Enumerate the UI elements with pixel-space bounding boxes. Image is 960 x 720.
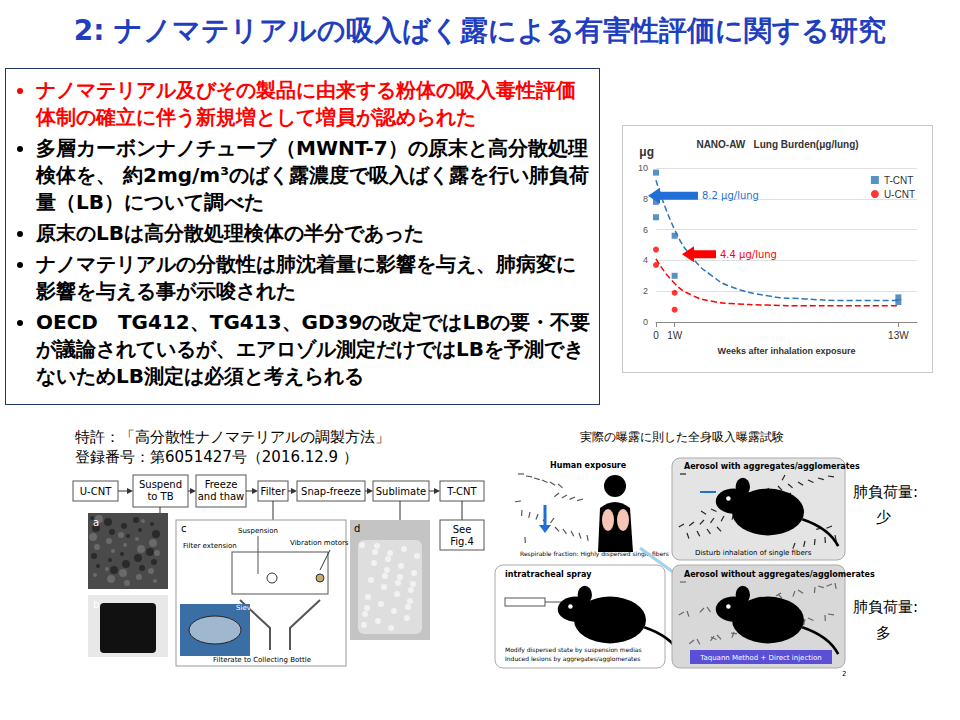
svg-text:肺負荷量:: 肺負荷量: [853, 483, 918, 501]
svg-text:8.2 μg/lung: 8.2 μg/lung [702, 190, 759, 201]
svg-text:Aerosol with aggregates/agglom: Aerosol with aggregates/agglomerates [684, 462, 860, 471]
svg-text:Suspend: Suspend [139, 479, 182, 490]
svg-text:Taquann Method + Direct inject: Taquann Method + Direct injection [699, 654, 821, 662]
svg-text:Filterate to Collecting Bottle: Filterate to Collecting Bottle [213, 656, 311, 664]
svg-text:b: b [93, 599, 99, 610]
html-text:原末のLBは高分散処理検体の半分であった: 原末のLBは高分散処理検体の半分であった [36, 221, 424, 245]
svg-text:a: a [93, 517, 99, 528]
svg-text:See: See [453, 524, 472, 535]
svg-text:d: d [354, 523, 360, 534]
svg-text:登録番号：第6051427号（2016.12.9 ）: 登録番号：第6051427号（2016.12.9 ） [75, 448, 358, 466]
svg-text:and thaw: and thaw [198, 491, 245, 502]
svg-text:Disturb inhalation of single f: Disturb inhalation of single fibers [695, 549, 812, 557]
svg-text:Respirable fraction: Highly di: Respirable fraction: Highly dispersed si… [520, 550, 669, 558]
svg-text:Modify dispersed state by susp: Modify dispersed state by suspension med… [505, 646, 642, 654]
svg-text:8: 8 [643, 194, 648, 204]
html-text:2: ナノマテリアルの吸入ばく露による有害性評価に関する研究: 2: ナノマテリアルの吸入ばく露による有害性評価に関する研究 [73, 14, 887, 47]
svg-text:2: 2 [842, 670, 846, 678]
svg-text:μg: μg [639, 145, 654, 159]
svg-text:Snap-freeze: Snap-freeze [301, 486, 361, 497]
svg-text:0: 0 [643, 317, 648, 327]
svg-text:T-CNT: T-CNT [446, 486, 477, 497]
svg-text:少: 少 [876, 508, 891, 526]
svg-text:c: c [181, 523, 187, 534]
svg-text:4.4 μg/lung: 4.4 μg/lung [720, 249, 777, 260]
svg-text:Weeks after inhalation exposur: Weeks after inhalation exposure [718, 346, 856, 356]
html-text:OECD TG412、TG413、GD39の改定ではLBの要: OECD TG412、TG413、GD39の改定ではLBの要・不要が議論されてい… [36, 310, 591, 388]
svg-text:13W: 13W [888, 330, 909, 341]
svg-text:Sublimate: Sublimate [376, 486, 427, 497]
svg-text:0: 0 [653, 330, 659, 341]
svg-text:6: 6 [643, 225, 648, 235]
svg-text:Vibration motors: Vibration motors [290, 539, 349, 547]
svg-text:T-CNT: T-CNT [884, 175, 913, 186]
svg-text:NANO-AW Lung Burden(μg/lung): NANO-AW Lung Burden(μg/lung) [696, 139, 858, 150]
svg-text:Sieve: Sieve [236, 604, 255, 612]
svg-text:Suspension: Suspension [238, 527, 278, 535]
svg-text:Fig.4: Fig.4 [450, 536, 474, 547]
html-text:ナノマテリアル及びその製品に由来する粉体の吸入毒性評価体制の: ナノマテリアル及びその製品に由来する粉体の吸入毒性評価体制の確立に伴う新規増とし… [36, 78, 576, 129]
svg-text:2: 2 [643, 286, 648, 296]
svg-text:Aerosol without aggregates/agg: Aerosol without aggregates/agglomerates [684, 570, 875, 579]
svg-text:intratracheal spray: intratracheal spray [505, 570, 592, 579]
svg-text:4: 4 [643, 255, 648, 265]
svg-text:Human exposure: Human exposure [550, 461, 627, 470]
svg-text:10: 10 [638, 163, 648, 173]
svg-text:肺負荷量:: 肺負荷量: [853, 598, 918, 616]
svg-text:1W: 1W [667, 330, 683, 341]
svg-text:実際の曝露に則した全身吸入曝露試験: 実際の曝露に則した全身吸入曝露試験 [580, 430, 784, 444]
html-text:多層カーボンナノチューブ（MWNT-7）の原末と高分散処理検: 多層カーボンナノチューブ（MWNT-7）の原末と高分散処理検体を、 約2mg/m… [36, 136, 589, 214]
svg-text:U-CNT: U-CNT [80, 486, 112, 497]
svg-text:Induced lesions by aggregates/: Induced lesions by aggregates/agglomerat… [505, 655, 640, 663]
svg-text:Freeze: Freeze [205, 479, 238, 490]
html-text:ナノマテリアルの分散性は肺沈着量に影響を与え、肺病変に影響を: ナノマテリアルの分散性は肺沈着量に影響を与え、肺病変に影響を与える事が示唆された [36, 252, 576, 303]
svg-text:to TB: to TB [147, 491, 173, 502]
svg-text:多: 多 [876, 624, 891, 642]
svg-text:Filter: Filter [261, 486, 287, 497]
svg-text:Filter extension: Filter extension [183, 542, 237, 550]
svg-text:特許：「高分散性ナノマテリアルの調製方法」: 特許：「高分散性ナノマテリアルの調製方法」 [75, 428, 390, 446]
svg-text:U-CNT: U-CNT [884, 189, 915, 200]
